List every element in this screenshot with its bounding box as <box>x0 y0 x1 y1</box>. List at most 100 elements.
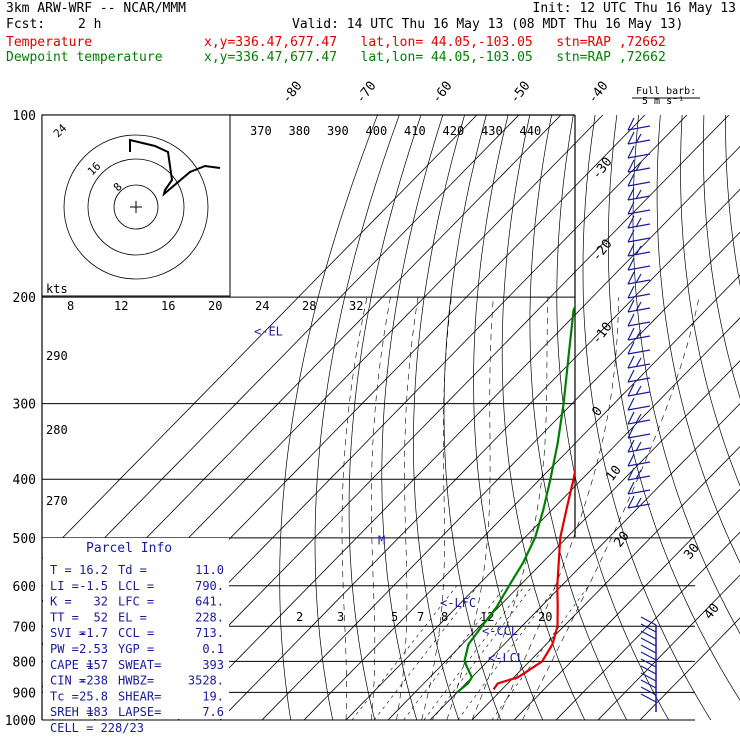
hodograph-scale-label: 32 <box>349 299 363 313</box>
parcel-info-key: LI = <box>50 579 79 593</box>
hodograph-ring <box>63 134 209 280</box>
pressure-tick-label: 400 <box>13 473 36 488</box>
hodograph-scale-label: 20 <box>208 299 222 313</box>
level-marker: <-EL <box>254 325 283 339</box>
parcel-info-value: -238 <box>79 674 108 688</box>
mixing-ratio-label: 20 <box>538 610 552 624</box>
parcel-info-value: 790. <box>195 579 224 593</box>
pressure-tick-label: 100 <box>13 109 36 124</box>
init-time: Init: 12 UTC Thu 16 May 13 <box>532 1 737 16</box>
dewpoint-legend-label: Dewpoint temperature <box>6 50 163 65</box>
dry-adiabat <box>680 115 740 487</box>
isotherm-right-label: 30 <box>681 541 702 563</box>
parcel-info-value: 19. <box>202 689 224 703</box>
wind-barb-flag <box>635 329 642 340</box>
theta-left-label: 290 <box>46 349 68 363</box>
parcel-info-value: -1.5 <box>79 579 108 593</box>
theta-top-label: 380 <box>289 124 311 138</box>
dry-adiabat <box>608 115 740 701</box>
wind-barb-flag <box>635 357 642 368</box>
isotherm-top-label: -50 <box>507 79 533 107</box>
pressure-tick-label: 200 <box>13 291 36 306</box>
theta-top-label: 430 <box>481 124 503 138</box>
wind-barb-flag <box>627 243 635 257</box>
temperature-line <box>492 466 575 691</box>
wind-barb-flag <box>627 369 635 383</box>
parcel-info-key: SWEAT= <box>118 658 161 672</box>
wind-barb <box>627 125 651 131</box>
wind-barb <box>627 237 651 243</box>
wind-barb-flag <box>627 425 635 439</box>
isotherm-line <box>597 574 740 720</box>
isotherm-top-label: -60 <box>429 79 455 107</box>
mixing-ratio-line <box>373 585 479 720</box>
wind-barb <box>627 321 651 327</box>
wind-barb <box>640 651 657 661</box>
wind-barb <box>627 475 651 481</box>
wind-barb <box>627 419 651 425</box>
mixing-ratio-line <box>423 585 525 720</box>
wind-barb <box>627 223 651 229</box>
isotherm-line <box>513 488 740 720</box>
dry-adiabat <box>556 115 670 720</box>
parcel-info-value: 713. <box>195 626 224 640</box>
wind-barb-flag <box>635 441 642 452</box>
wind-barb-flag <box>635 161 642 172</box>
wind-barb <box>640 623 657 633</box>
wind-barb <box>640 630 657 640</box>
hodograph-trace <box>129 138 221 197</box>
barb-legend-line2: 5 m s⁻¹ <box>642 96 684 107</box>
wind-barbs: Full barb:5 m s⁻¹ <box>627 86 700 712</box>
pressure-tick-label: 1000 <box>5 714 36 729</box>
dry-adiabat <box>529 115 628 720</box>
isotherm-line <box>345 317 740 720</box>
dry-adiabat <box>501 115 586 720</box>
parcel-info-value: 25.8 <box>79 689 108 703</box>
wind-barb-flag <box>627 313 635 327</box>
parcel-info-background <box>43 538 229 719</box>
parcel-info-key: T = <box>50 563 72 577</box>
parcel-info-key: SREH = <box>50 705 93 719</box>
parcel-info-value: 32 <box>94 595 108 609</box>
dry-adiabat <box>348 115 422 720</box>
dewpoint-line <box>456 304 575 694</box>
parcel-info-key: PW = <box>50 642 79 656</box>
parcel-info-key: CIN = <box>50 674 86 688</box>
wind-barb <box>627 377 651 383</box>
wind-barb <box>640 637 657 647</box>
wind-barb-flag <box>627 397 635 411</box>
level-marker: <-LCL <box>488 651 524 665</box>
fcst-value: 2 h <box>78 17 102 32</box>
wind-barb <box>627 405 651 411</box>
pressure-tick-label: 300 <box>13 398 36 413</box>
dry-adiabat <box>473 115 544 720</box>
isotherm-right-label: -30 <box>589 155 615 183</box>
wind-barb-flag <box>635 245 642 256</box>
fcst-label: Fcst: <box>6 17 46 32</box>
wind-barb-flag <box>627 285 635 299</box>
wind-barb-flag <box>627 411 635 425</box>
wind-barb-flag <box>627 201 635 215</box>
wind-barb <box>640 686 657 696</box>
theta-left-label: 270 <box>46 494 68 508</box>
wind-barb <box>640 679 657 689</box>
mixing-ratio-label: 2 <box>296 610 303 624</box>
wind-barb-flag <box>627 383 635 397</box>
mixing-ratio-label: 7 <box>417 610 424 624</box>
dry-adiabat <box>413 115 465 720</box>
pressure-tick-label: 900 <box>13 686 36 701</box>
wind-barb <box>627 139 651 145</box>
wind-barb-flag <box>627 495 635 509</box>
temperature-legend-info: x,y=336.47,677.47 lat,lon= 44.05,-103.05… <box>204 35 666 50</box>
wind-barb-flag <box>627 215 635 229</box>
parcel-info-value: 16.2 <box>79 563 108 577</box>
moist-adiabat <box>370 297 391 720</box>
parcel-info-key: Td = <box>118 563 147 577</box>
wind-barb-flag <box>627 159 635 173</box>
theta-top-label: 420 <box>443 124 465 138</box>
temperature-legend-label: Temperature <box>6 35 93 50</box>
parcel-info-key: LCL = <box>118 579 154 593</box>
isotherm-line <box>303 274 740 720</box>
